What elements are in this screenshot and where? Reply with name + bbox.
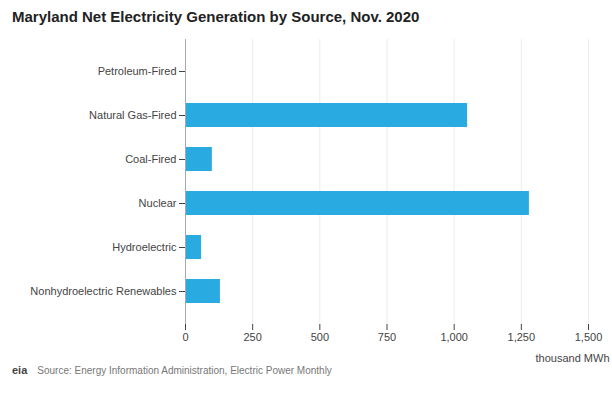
- svg-text:1,500: 1,500: [575, 331, 603, 343]
- html-text:Maryland Net Electricity Gener: Maryland Net Electricity Generation by S…: [12, 8, 420, 25]
- html-text:eia: eia: [12, 364, 28, 376]
- svg-text:750: 750: [378, 331, 396, 343]
- svg-text:Nuclear: Nuclear: [139, 197, 177, 209]
- svg-text:Petroleum-Fired: Petroleum-Fired: [98, 65, 177, 77]
- svg-text:0: 0: [182, 331, 188, 343]
- svg-text:250: 250: [243, 331, 261, 343]
- svg-text:500: 500: [311, 331, 329, 343]
- svg-text:Coal-Fired: Coal-Fired: [125, 153, 176, 165]
- html-text:Source: Energy Information Adm: Source: Energy Information Administratio…: [37, 365, 332, 376]
- svg-text:1,250: 1,250: [508, 331, 536, 343]
- svg-text:Nonhydroelectric Renewables: Nonhydroelectric Renewables: [30, 285, 177, 297]
- svg-text:1,000: 1,000: [440, 331, 468, 343]
- svg-text:Hydroelectric: Hydroelectric: [112, 241, 177, 253]
- svg-text:thousand MWh: thousand MWh: [536, 352, 610, 364]
- svg-text:Natural Gas-Fired: Natural Gas-Fired: [89, 109, 176, 121]
